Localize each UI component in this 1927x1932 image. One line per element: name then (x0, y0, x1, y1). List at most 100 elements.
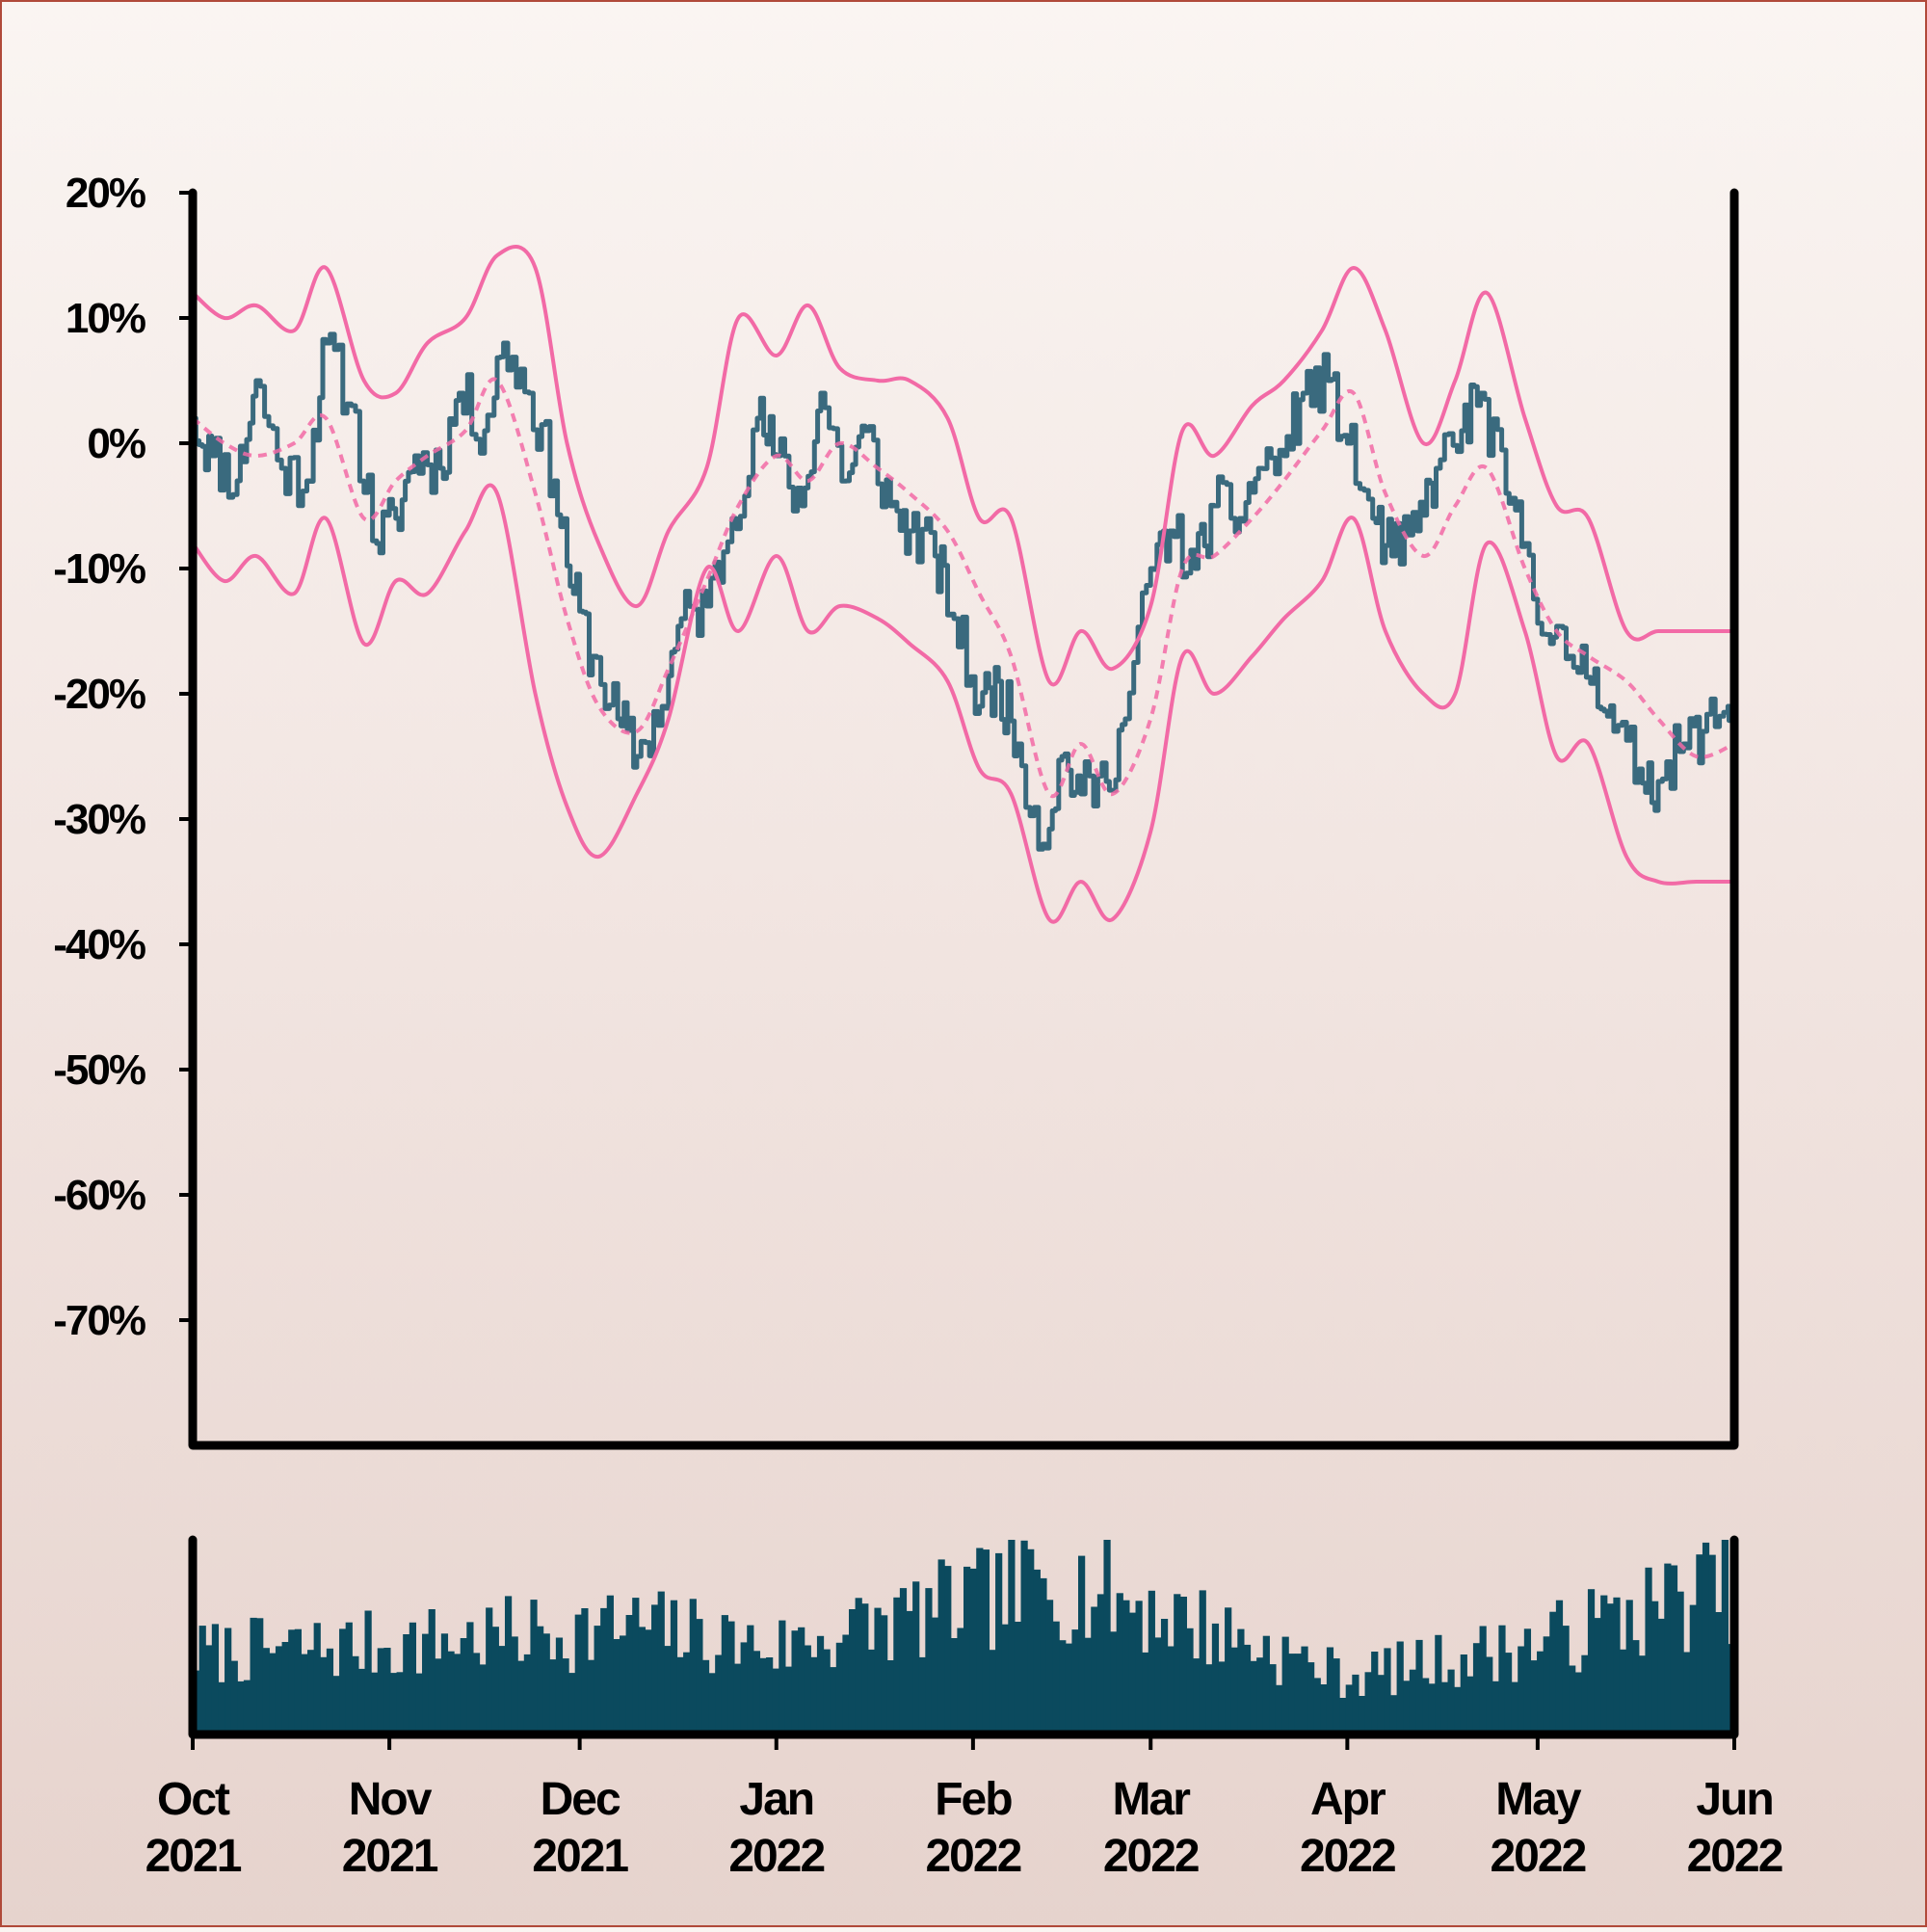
volume-bar (466, 1622, 474, 1734)
y-tick-label: 20% (66, 170, 145, 217)
volume-bar (555, 1637, 564, 1734)
volume-bar (1664, 1563, 1672, 1734)
volume-bar (1339, 1698, 1347, 1734)
volume-bar (1225, 1607, 1232, 1734)
volume-bar (752, 1651, 761, 1734)
volume-bar (1415, 1639, 1423, 1734)
volume-bar (1403, 1681, 1411, 1734)
volume-bar (886, 1660, 894, 1734)
volume-bar (1045, 1600, 1054, 1734)
volume-bar (1676, 1591, 1684, 1734)
volume-bar (1562, 1626, 1570, 1734)
volume-bar (1211, 1623, 1220, 1734)
volume-bar (1555, 1600, 1564, 1734)
x-tick-label-year: 2022 (728, 1831, 824, 1882)
volume-bar (784, 1666, 793, 1734)
volume-bar (1154, 1637, 1162, 1734)
volume-bar (243, 1680, 251, 1734)
volume-bar (664, 1646, 672, 1734)
volume-bar (1142, 1652, 1149, 1734)
volume-bar (733, 1663, 742, 1734)
volume-bar (881, 1615, 888, 1734)
volume-bar (779, 1620, 786, 1734)
volume-bar (861, 1603, 869, 1734)
volume-bar (701, 1659, 710, 1734)
volume-bar (1307, 1662, 1315, 1734)
volume-bar (1657, 1618, 1665, 1734)
volume-bar (670, 1600, 678, 1734)
x-tick-label-month: May (1495, 1774, 1582, 1825)
volume-bar (1440, 1681, 1449, 1734)
volume-axes-frame (188, 1535, 1739, 1739)
volume-bar (912, 1581, 920, 1734)
volume-bar (772, 1668, 779, 1734)
volume-bar (275, 1646, 283, 1734)
volume-bar (230, 1660, 238, 1734)
volume-bar (1288, 1654, 1296, 1734)
volume-bar (364, 1610, 372, 1734)
volume-bar (925, 1588, 933, 1734)
volume-bar (651, 1604, 659, 1734)
volume-bar (995, 1552, 1003, 1734)
volume-bar (874, 1607, 882, 1734)
volume-bar (1377, 1675, 1385, 1734)
band-upper-line (193, 245, 1734, 687)
volume-bar (460, 1638, 467, 1734)
volume-bar (428, 1609, 436, 1734)
volume-bar (1689, 1604, 1697, 1734)
volume-bar (1613, 1597, 1621, 1734)
volume-bar (1638, 1655, 1647, 1734)
volume-bar (1543, 1636, 1550, 1734)
volume-bar (440, 1633, 449, 1734)
volume-bar (1218, 1661, 1226, 1734)
volume-bar (1645, 1567, 1652, 1734)
volume-bar (281, 1642, 289, 1734)
volume-bar (542, 1633, 550, 1734)
volume-bar (549, 1659, 557, 1734)
volume-bar (759, 1657, 767, 1734)
volume-bar (574, 1614, 582, 1734)
volume-bar (1472, 1643, 1481, 1734)
volume-bar (301, 1654, 308, 1734)
volume-bar (1167, 1646, 1175, 1734)
y-tick-label: -40% (53, 921, 145, 968)
volume-bar (1594, 1618, 1601, 1734)
volume-bar (1250, 1660, 1257, 1734)
volume-bar (1199, 1590, 1206, 1734)
volume-bar (1326, 1647, 1334, 1734)
volume-bar (931, 1617, 939, 1734)
volume-bar (218, 1681, 225, 1734)
volume-bar (447, 1651, 455, 1734)
volume-bar (1447, 1669, 1455, 1734)
series-group (193, 245, 1734, 924)
volume-bar (562, 1658, 569, 1734)
volume-bar (989, 1650, 996, 1734)
volume-bar (1435, 1634, 1442, 1734)
volume-bar (804, 1645, 811, 1734)
volume-bar (269, 1653, 277, 1734)
volume-bar (479, 1664, 487, 1734)
y-tick-label: -60% (53, 1172, 145, 1219)
volume-bar (842, 1634, 850, 1734)
volume-bar (1269, 1664, 1277, 1734)
volume-bar (657, 1591, 665, 1734)
volume-bar (1110, 1631, 1118, 1734)
volume-bar (1065, 1643, 1072, 1734)
volume-bar (294, 1628, 302, 1734)
volume-bar (1256, 1657, 1264, 1734)
volume-bar (1128, 1612, 1137, 1734)
tick-labels: 20% 10% 0% -10% -20% -30% -40% -50% -60% -70% Oct 2… (53, 170, 1783, 1882)
volume-bar (262, 1648, 270, 1734)
volume-bar (625, 1615, 633, 1734)
volume-bar (1186, 1628, 1194, 1734)
volume-bar (568, 1673, 576, 1734)
volume-bar (944, 1566, 952, 1734)
volume-bar (1428, 1683, 1436, 1734)
volume-bar (1091, 1606, 1098, 1734)
volume-bar (1498, 1625, 1506, 1734)
volume-bar (1486, 1656, 1493, 1734)
volume-bar (594, 1626, 601, 1734)
volume-bar (823, 1649, 831, 1734)
